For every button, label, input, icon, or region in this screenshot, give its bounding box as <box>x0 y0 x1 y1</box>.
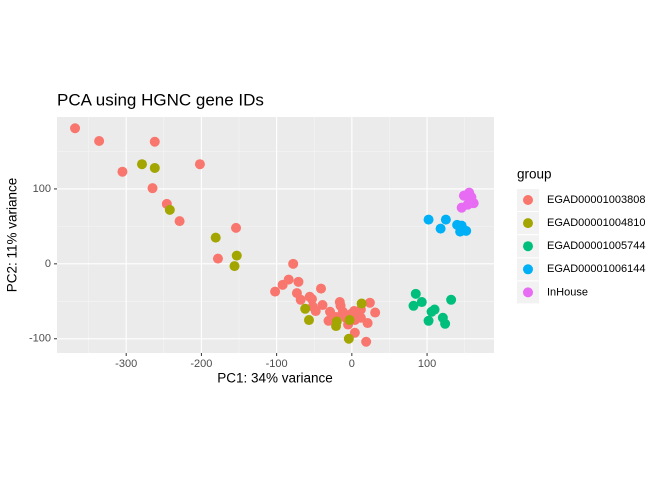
legend-symbol <box>523 218 533 229</box>
point <box>306 294 317 305</box>
point <box>362 318 373 329</box>
point <box>303 315 314 326</box>
point <box>316 283 327 294</box>
point <box>70 123 81 134</box>
legend-label: EGAD00001005744 <box>547 240 645 252</box>
legend-label: EGAD00001006144 <box>547 263 645 275</box>
x-tick-label: 100 <box>418 358 436 370</box>
x-tick-label: 0 <box>349 358 355 370</box>
point <box>466 192 477 203</box>
point <box>343 333 354 344</box>
point <box>410 288 421 299</box>
point <box>295 294 306 305</box>
point <box>149 162 160 173</box>
x-axis-label: PC1: 34% variance <box>217 371 333 386</box>
point <box>461 225 472 236</box>
point <box>462 199 473 210</box>
point <box>231 222 242 233</box>
legend-symbol <box>523 241 533 252</box>
legend-label: EGAD00001003808 <box>547 194 645 206</box>
point <box>231 250 242 261</box>
legend-symbol <box>523 264 533 275</box>
point <box>435 223 446 234</box>
point <box>117 166 128 177</box>
point <box>300 303 311 314</box>
chart-title: PCA using HGNC gene IDs <box>57 90 264 109</box>
point <box>194 159 205 170</box>
y-tick-label: -100 <box>29 333 51 345</box>
legend-symbol <box>523 287 533 298</box>
point <box>149 136 160 147</box>
point <box>147 183 158 194</box>
point <box>429 304 440 315</box>
point <box>356 298 367 309</box>
point <box>331 321 342 332</box>
point <box>344 315 355 326</box>
point <box>288 258 299 269</box>
legend-symbol <box>523 195 533 205</box>
x-tick-label: -100 <box>266 358 288 370</box>
y-tick-label: 0 <box>45 258 51 270</box>
legend-label: EGAD00001004810 <box>547 217 645 229</box>
point <box>323 315 334 326</box>
point <box>229 261 240 272</box>
point <box>283 274 294 285</box>
point <box>440 214 451 225</box>
point <box>174 216 185 227</box>
point <box>446 294 457 305</box>
point <box>334 297 345 308</box>
point <box>364 297 375 308</box>
legend-label: InHouse <box>547 286 588 298</box>
x-tick-label: -200 <box>190 358 212 370</box>
point <box>293 276 304 287</box>
legend-title: group <box>517 167 552 182</box>
point <box>416 297 427 308</box>
y-axis-label: PC2: 11% variance <box>5 178 20 293</box>
point <box>440 318 451 329</box>
point <box>136 159 147 170</box>
x-tick-label: -300 <box>115 358 137 370</box>
point <box>361 336 372 347</box>
point <box>408 300 419 311</box>
point <box>317 300 328 311</box>
point <box>212 253 223 264</box>
point <box>310 306 321 317</box>
panel <box>57 117 494 353</box>
point <box>94 135 105 146</box>
point <box>270 286 281 297</box>
y-tick-label: 100 <box>33 183 51 195</box>
point <box>423 214 434 225</box>
point <box>423 315 434 326</box>
point <box>164 204 175 215</box>
point <box>370 307 381 318</box>
point <box>210 232 221 243</box>
